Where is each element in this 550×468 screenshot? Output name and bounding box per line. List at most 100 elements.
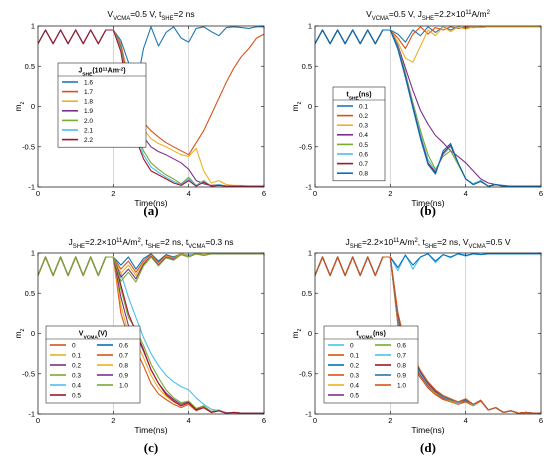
x-tick-label: 0	[313, 189, 317, 198]
title-part: =2.2×10	[434, 9, 465, 19]
title-part: A/m	[472, 9, 487, 19]
title-part: Am	[108, 68, 119, 75]
x-tick-label: 0	[36, 416, 40, 425]
x-axis-label: Time(ns)	[134, 425, 167, 435]
y-tick-label: 0	[308, 329, 312, 338]
legend-item: 0.2	[328, 362, 359, 369]
title-part: SHE	[82, 71, 93, 77]
y-tick-label: 0.5	[25, 289, 35, 298]
y-tick-label: 0	[308, 102, 312, 111]
title-part: =2 ns, t	[160, 237, 189, 247]
legend-label: 0.4	[72, 382, 81, 389]
series-line-1-0	[38, 253, 264, 283]
title-part: VCMA	[83, 334, 98, 340]
title-part: =2.2×10	[85, 237, 116, 247]
y-tick-label: 0.5	[302, 289, 312, 298]
title-part: 2	[487, 10, 490, 16]
legend-label: 0.9	[397, 372, 406, 379]
x-tick-label: 6	[262, 416, 266, 425]
legend-label: 0.7	[119, 352, 128, 359]
title-part: A/m	[399, 237, 414, 247]
legend-label: 2.0	[84, 118, 93, 125]
legend-label: 0.2	[359, 113, 368, 120]
title-part: t	[346, 92, 349, 99]
title-part: =0.3 ns	[205, 237, 233, 247]
title-part: =0.5 V	[486, 237, 511, 247]
legend-label: 0.1	[359, 103, 368, 110]
title-part: SHE	[349, 95, 360, 101]
panel-label: (d)	[420, 440, 436, 455]
legend-item: 0.3	[50, 372, 81, 379]
title-part: V	[107, 9, 113, 19]
legend-item: 0.7	[97, 352, 128, 359]
legend: tVCMA(ns)00.10.20.30.40.50.60.70.80.91.0	[323, 325, 419, 404]
legend-item: 1.9	[62, 108, 93, 115]
x-tick-label: 2	[111, 189, 115, 198]
legend-label: 1.8	[84, 99, 93, 106]
legend-item: 0.8	[337, 171, 368, 178]
y-tick-label: -0.5	[299, 142, 312, 151]
title-part: (V)	[98, 331, 107, 338]
legend-item: 0.6	[337, 151, 368, 158]
title-part: =2 ns	[174, 9, 195, 19]
legend-label: 1.0	[119, 382, 128, 389]
title-part: , t	[141, 237, 149, 247]
x-tick-label: 6	[539, 416, 543, 425]
title-part: (ns)	[359, 92, 372, 99]
legend-item: 1.8	[62, 99, 93, 106]
series-group	[38, 253, 264, 414]
y-tick-label: 0.5	[25, 62, 35, 71]
title-part: (ns)	[373, 331, 386, 338]
legend-item: 0.4	[337, 132, 368, 139]
legend-item: 0.3	[328, 372, 359, 379]
x-axis-label: Time(ns)	[411, 425, 444, 435]
legend-item: 1.0	[97, 382, 128, 389]
x-tick-label: 2	[388, 416, 392, 425]
chart-panel-c: 0 2 4 6-1-0.500.51Time(ns)mzJSHE=2.2×1011A/…	[13, 237, 266, 455]
y-tick-label: -1	[305, 410, 312, 419]
title-part: 11	[465, 10, 472, 16]
legend-item: 0.1	[328, 352, 359, 359]
title-part: t	[356, 331, 359, 338]
legend-item: 0.1	[50, 352, 81, 359]
y-tick-label: 0.5	[302, 62, 312, 71]
series-group	[38, 26, 264, 187]
x-tick-label: 0	[313, 416, 317, 425]
title-part: 11	[116, 238, 123, 244]
legend-label: 0.8	[359, 171, 368, 178]
title-part: , t	[418, 237, 426, 247]
legend: JSHE(1011Am-2) 1.6 1.7 1.8 1.9 2.0 2.1 2.2	[57, 62, 147, 148]
legend: tSHE(ns)0.10.20.30.40.50.60.70.8	[332, 86, 386, 182]
legend-item: 0.9	[375, 372, 406, 379]
legend-item: 0.7	[337, 161, 368, 168]
legend-label: 1.9	[84, 108, 93, 115]
x-tick-label: 2	[111, 416, 115, 425]
y-tick-label: -0.5	[22, 369, 35, 378]
legend-label: 0.2	[350, 362, 359, 369]
x-axis-label: Time(ns)	[411, 198, 444, 208]
legend-label: 1.7	[84, 89, 93, 96]
series-line-1-0	[315, 256, 541, 414]
legend-item: 0.5	[328, 392, 359, 399]
legend-item: 1.0	[375, 382, 406, 389]
legend-item: 0.2	[337, 113, 368, 120]
panel-label: (b)	[420, 203, 436, 218]
title-part: SHE	[350, 244, 362, 250]
legend-box	[57, 62, 147, 148]
title-part: m	[290, 331, 300, 338]
chart-title: JSHE=2.2×1011A/m2, tSHE=2 ns, tVCMA=0.3 …	[69, 237, 234, 250]
legend-item: 1.6	[62, 79, 93, 86]
legend-label: 0.7	[397, 352, 406, 359]
title-part: J	[346, 237, 350, 247]
y-tick-label: 0	[31, 329, 35, 338]
y-tick-label: -0.5	[299, 369, 312, 378]
y-tick-label: 0	[31, 102, 35, 111]
legend-label: 0.3	[350, 372, 359, 379]
y-axis-label: mz	[290, 101, 303, 111]
legend-item: 0.2	[50, 362, 81, 369]
y-tick-label: -1	[305, 183, 312, 192]
legend-label: 1.0	[397, 382, 406, 389]
